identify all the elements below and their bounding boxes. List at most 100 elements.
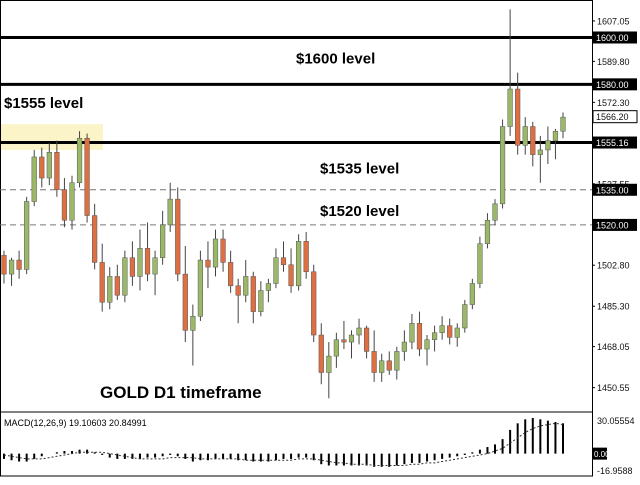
macd-max-label: 30.05554 xyxy=(597,416,635,426)
y-tick-label: 1485.30 xyxy=(597,302,630,312)
level-label: $1535 level xyxy=(320,161,399,178)
candle-body xyxy=(560,116,566,132)
zone-label: $1555 level xyxy=(4,95,83,112)
candle-body xyxy=(394,351,400,371)
candle-body xyxy=(348,334,355,343)
plot-frame xyxy=(0,0,593,477)
candle xyxy=(492,199,498,225)
candle-body xyxy=(243,276,249,296)
candle-body xyxy=(296,241,302,287)
candle xyxy=(394,346,400,380)
candle xyxy=(507,9,513,136)
candle-body xyxy=(454,327,460,338)
candle xyxy=(167,182,173,232)
candle xyxy=(469,278,475,310)
candle-body xyxy=(99,262,105,303)
candle-body xyxy=(212,238,219,268)
candle-body xyxy=(182,273,188,331)
level-tag-bg xyxy=(593,218,637,231)
candle-body xyxy=(439,325,445,333)
candle xyxy=(303,231,309,279)
candle-body xyxy=(265,283,271,291)
candle xyxy=(8,257,15,286)
macd-signal-line xyxy=(3,422,564,466)
candle xyxy=(431,325,438,352)
current-price-tag: 1566.20 xyxy=(592,110,638,124)
candle xyxy=(175,187,181,282)
candle xyxy=(560,112,566,139)
candle xyxy=(447,318,453,345)
candle-body xyxy=(129,257,136,277)
candle-body xyxy=(190,316,196,331)
candle xyxy=(530,121,536,167)
candle-body xyxy=(84,137,90,216)
candle xyxy=(69,175,75,230)
candle xyxy=(46,142,52,186)
y-tick-label: 1537.55 xyxy=(597,179,630,189)
candle-body xyxy=(167,198,173,226)
candle xyxy=(235,278,241,324)
candle-body xyxy=(46,152,52,179)
candle xyxy=(454,323,460,347)
candle-body xyxy=(447,325,453,338)
candle-body xyxy=(92,215,98,263)
level-price-tag: 1600.00 xyxy=(593,31,637,44)
level-tag-text: 1555.16 xyxy=(596,138,629,148)
candle-body xyxy=(16,259,22,270)
candle xyxy=(129,241,136,286)
candle xyxy=(197,250,203,321)
candle xyxy=(341,320,347,350)
candle-body xyxy=(424,339,430,350)
candle-body xyxy=(326,355,332,373)
candle xyxy=(76,131,83,188)
level-tag-text: 1520.00 xyxy=(596,220,629,230)
candle xyxy=(220,229,226,272)
candle xyxy=(152,250,158,296)
candle-body xyxy=(530,126,536,155)
level-tag-bg xyxy=(593,78,637,91)
y-tick-label: 1589.80 xyxy=(597,57,630,67)
candle-body xyxy=(8,259,15,275)
candle xyxy=(371,330,377,382)
level-label: $1600 level xyxy=(296,51,375,68)
candle-body xyxy=(311,271,317,336)
candle-body xyxy=(318,334,324,373)
y-tick-label: 1468.05 xyxy=(597,342,630,352)
candle-body xyxy=(333,339,339,357)
candle xyxy=(552,128,559,160)
candle-body xyxy=(39,156,45,179)
candle xyxy=(416,311,423,357)
candle xyxy=(311,264,317,343)
candle-body xyxy=(137,248,143,277)
macd-label: MACD(12,26,9) 19.10603 20.84991 xyxy=(4,418,147,428)
candle-body xyxy=(288,264,294,287)
candle-body xyxy=(371,351,377,373)
candle xyxy=(409,313,415,350)
candle-body xyxy=(431,332,438,340)
candle-body xyxy=(220,238,226,263)
candle xyxy=(522,117,528,155)
candle-body xyxy=(107,276,113,303)
candle-body xyxy=(341,339,347,343)
candle xyxy=(273,248,279,289)
level-price-tag: 1520.00 xyxy=(593,218,637,231)
candle-body xyxy=(114,276,120,296)
macd-zero-label: 0.00 xyxy=(594,450,610,459)
candle xyxy=(137,229,143,291)
candle xyxy=(84,133,90,223)
candle xyxy=(499,119,506,209)
candle xyxy=(401,330,407,361)
candle-body xyxy=(54,152,60,191)
candle-body xyxy=(379,360,385,373)
candle-body xyxy=(386,360,392,371)
candle-body xyxy=(31,156,37,202)
candle-body xyxy=(235,285,241,296)
candle xyxy=(439,316,445,340)
candle-body xyxy=(61,189,68,221)
level-price-tag: 1535.00 xyxy=(593,183,637,196)
candle xyxy=(364,325,370,359)
candle-body xyxy=(507,88,513,127)
candle-body xyxy=(152,257,158,275)
candle-body xyxy=(303,241,309,273)
candle xyxy=(1,250,7,284)
